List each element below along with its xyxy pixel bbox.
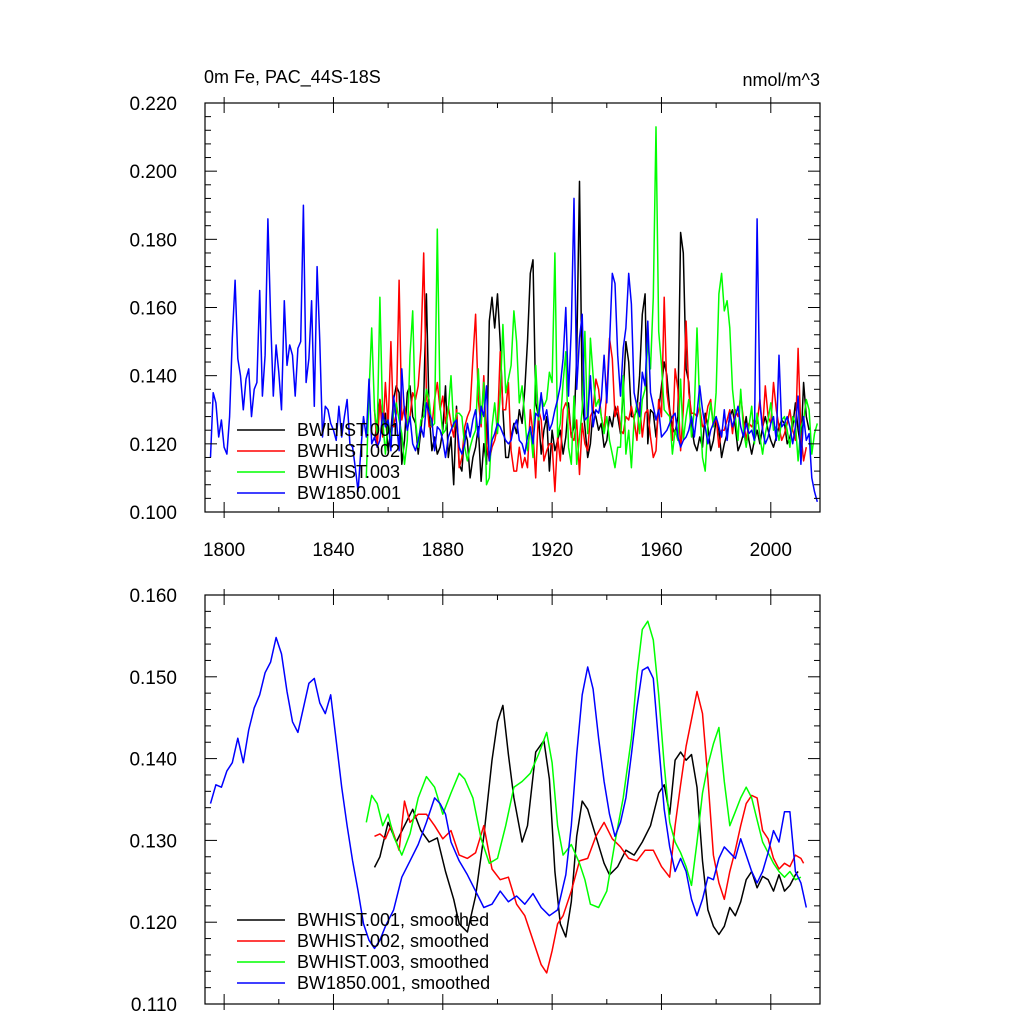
y-tick-label: 0.110: [131, 995, 177, 1016]
x-tick-label: 1840: [312, 540, 354, 561]
bottom-panel: 0.110 0.120 0.130 0.140 0.150 0.160 BWHIST.00…: [129, 586, 821, 1016]
y-tick-label: 0.120: [129, 435, 177, 456]
x-tick-label: 2000: [750, 540, 792, 561]
y-tick-label: 0.180: [129, 230, 177, 251]
x-tick-label: 1880: [422, 540, 464, 561]
legend-label: BWHIST.003: [297, 462, 400, 482]
series-line-bwhist-002-smoothed: [374, 690, 805, 974]
top-panel: 0m Fe, PAC_44S-18S nmol/m^3 1800 1840 1880…: [129, 67, 821, 561]
bottom-axis-ticks: 0.110 0.120 0.130 0.140 0.150 0.160: [129, 586, 820, 1016]
y-tick-label: 0.140: [129, 750, 177, 771]
series-line-bw1850-001: [209, 197, 819, 502]
y-tick-label: 0.140: [129, 367, 177, 388]
y-tick-label: 0.220: [129, 94, 177, 115]
y-tick-label: 0.100: [129, 503, 177, 524]
top-series-group: [209, 126, 819, 502]
series-line-bwhist-003: [365, 126, 819, 486]
top-axis-ticks: 1800 1840 1880 1920 1960 2000 0.100 0.120 0.140 0…: [129, 94, 820, 561]
chart-title: 0m Fe, PAC_44S-18S: [204, 67, 381, 88]
y-tick-label: 0.150: [129, 668, 177, 689]
y-tick-label: 0.160: [129, 299, 177, 320]
y-tick-label: 0.160: [129, 586, 177, 607]
series-line-bwhist-001-smoothed: [373, 704, 799, 938]
bottom-series-group: [209, 620, 808, 974]
legend-label: BW1850.001: [297, 483, 401, 503]
series-line-bw1850-001-smoothed: [209, 636, 808, 950]
legend-label: BWHIST.002: [297, 441, 400, 461]
y-tick-label: 0.200: [129, 162, 177, 183]
legend-label: BWHIST.001: [297, 420, 400, 440]
units-label: nmol/m^3: [743, 70, 820, 90]
x-tick-label: 1920: [531, 540, 573, 561]
x-tick-label: 1800: [203, 540, 245, 561]
legend-label: BWHIST.003, smoothed: [297, 952, 489, 972]
legend-label: BWHIST.001, smoothed: [297, 910, 489, 930]
bottom-plot-frame: [204, 594, 821, 1005]
legend-label: BW1850.001, smoothed: [297, 973, 490, 993]
y-tick-label: 0.130: [129, 831, 177, 852]
y-tick-label: 0.120: [129, 913, 177, 934]
series-line-bwhist-003-smoothed: [365, 620, 802, 909]
x-tick-label: 1960: [640, 540, 682, 561]
legend-label: BWHIST.002, smoothed: [297, 931, 489, 951]
